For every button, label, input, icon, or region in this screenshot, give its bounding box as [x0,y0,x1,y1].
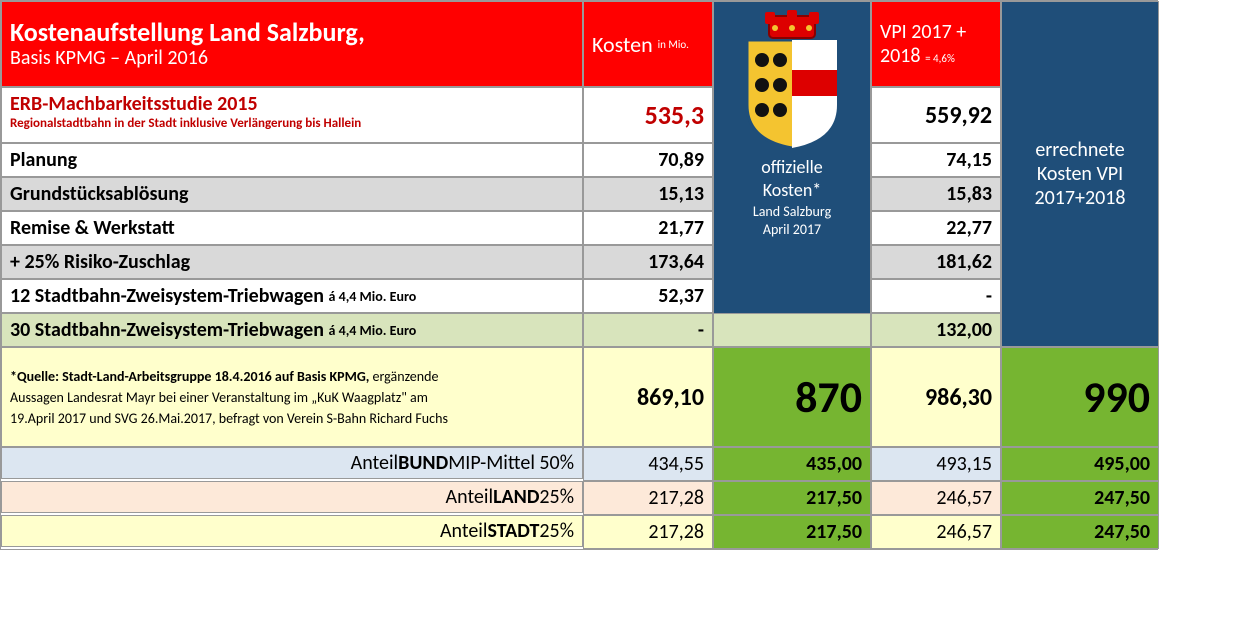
coat-line1: offizielle [753,156,831,179]
planung-vpi: 74,15 [871,143,1001,177]
tw30-label: 30 Stadtbahn-Zweisystem-Triebwagen [10,318,324,342]
remise-kosten: 21,77 [583,211,713,245]
vpi-pct: = 4,6% [925,52,955,65]
share-bund-label: Anteil BUND MIP-Mittel 50% [1,447,583,479]
tw12-label: 12 Stadtbahn-Zweisystem-Triebwagen [10,284,324,308]
stadt-v: 246,57 [871,515,1001,549]
erb-kosten: 535,3 [583,87,713,143]
vpi-header: VPI 2017 + 2018 = 4,6% [871,1,1001,87]
total-vpi-round: 990 [1001,347,1159,447]
tw12-vpi: - [871,279,1001,313]
kosten-unit: in Mio. [658,38,689,51]
coat-line4: April 2017 [753,221,831,239]
tw30-sub: á 4,4 Mio. Euro [329,322,417,339]
row-tw30-label: 30 Stadtbahn-Zweisystem-Triebwagen á 4,4… [1,313,583,347]
side-label-panel: errechnete Kosten VPI 2017+2018 [1001,1,1159,347]
bund-k: 434,55 [583,447,713,481]
total-official: 870 [713,347,871,447]
planung-kosten: 70,89 [583,143,713,177]
bund-pre: Anteil [351,451,399,475]
share-stadt-label: Anteil STADT 25% [1,515,583,547]
grund-vpi: 15,83 [871,177,1001,211]
stadt-post: 25% [539,519,574,543]
src-rest1: ergänzende [369,368,438,385]
erb-title: ERB-Machbarkeitsstudie 2015 [10,92,258,116]
row-erb-label: ERB-Machbarkeitsstudie 2015 Regionalstad… [1,87,583,143]
tw30-vpi: 132,00 [871,313,1001,347]
title-sub: Basis KPMG – April 2016 [10,46,208,70]
salzburg-coat-icon [737,10,847,150]
risiko-kosten: 173,64 [583,245,713,279]
stadt-k: 217,28 [583,515,713,549]
bund-r: 495,00 [1001,447,1159,481]
stadt-pre: Anteil [440,519,488,543]
coat-line2: Kosten* [753,179,831,202]
land-r: 247,50 [1001,481,1159,515]
total-kosten: 869,10 [583,347,713,447]
land-post: 25% [539,485,574,509]
risiko-vpi: 181,62 [871,245,1001,279]
stadt-r: 247,50 [1001,515,1159,549]
src-line2: Aussagen Landesrat Mayr bei einer Verans… [10,387,428,408]
stadt-o: 217,50 [713,515,871,549]
kosten-label: Kosten [592,31,653,58]
land-o: 217,50 [713,481,871,515]
bund-b: BUND [398,451,448,475]
row-remise-label: Remise & Werkstatt [1,211,583,245]
source-note: *Quelle: Stadt-Land-Arbeitsgruppe 18.4.2… [1,347,583,447]
coat-line3: Land Salzburg [753,203,831,221]
src-bold: *Quelle: Stadt-Land-Arbeitsgruppe 18.4.2… [10,368,369,385]
row-planung-label: Planung [1,143,583,177]
cost-table: Kostenaufstellung Land Salzburg, Basis K… [0,0,1158,550]
kosten-header: Kosten in Mio. [583,1,713,87]
total-vpi: 986,30 [871,347,1001,447]
grund-kosten: 15,13 [583,177,713,211]
bund-o: 435,00 [713,447,871,481]
tw12-kosten: 52,37 [583,279,713,313]
tw30-mid [713,313,871,347]
row-risiko-label: + 25% Risiko-Zuschlag [1,245,583,279]
erb-sub: Regionalstadtbahn in der Stadt inklusive… [10,116,361,131]
bund-v: 493,15 [871,447,1001,481]
bund-post: MIP-Mittel 50% [448,451,574,475]
share-land-label: Anteil LAND 25% [1,481,583,513]
erb-vpi: 559,92 [871,87,1001,143]
land-b: LAND [493,485,539,509]
tw30-kosten: - [583,313,713,347]
tw12-sub: á 4,4 Mio. Euro [329,288,417,305]
title-cell: Kostenaufstellung Land Salzburg, Basis K… [1,1,583,87]
row-grund-label: Grundstücksablösung [1,177,583,211]
land-pre: Anteil [446,485,494,509]
stadt-b: STADT [487,519,539,543]
row-tw12-label: 12 Stadtbahn-Zweisystem-Triebwagen á 4,4… [1,279,583,313]
land-v: 246,57 [871,481,1001,515]
coat-of-arms-panel: offizielle Kosten* Land Salzburg April 2… [713,1,871,347]
land-k: 217,28 [583,481,713,515]
src-line3: 19.April 2017 und SVG 26.Mai.2017, befra… [10,408,448,429]
coat-text: offizielle Kosten* Land Salzburg April 2… [753,156,831,239]
remise-vpi: 22,77 [871,211,1001,245]
side-label: errechnete Kosten VPI 2017+2018 [1010,138,1150,210]
title-main: Kostenaufstellung Land Salzburg, [10,18,365,47]
